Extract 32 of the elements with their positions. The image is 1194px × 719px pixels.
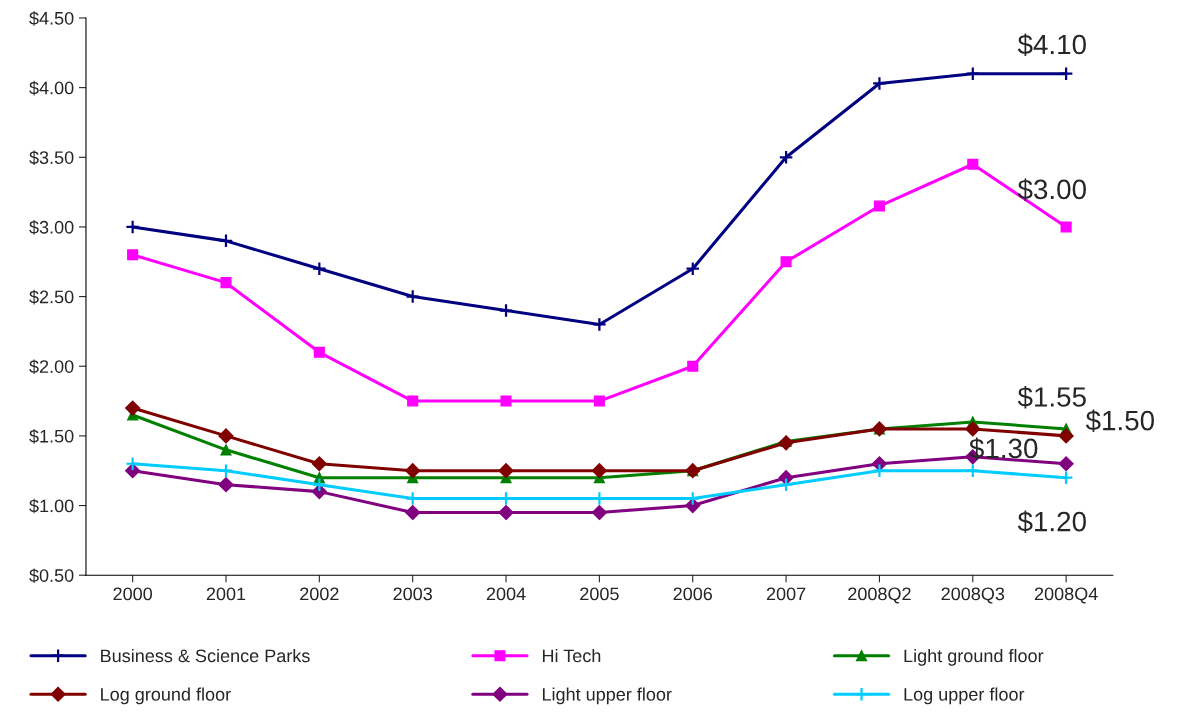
- x-tick-label: 2003: [393, 587, 432, 601]
- legend-label: Light ground floor: [904, 648, 1044, 666]
- y-tick-label: $3.50: [29, 150, 74, 166]
- x-tick-label: 2008Q4: [1034, 587, 1098, 604]
- x-tick-label: 2008Q3: [941, 587, 1005, 604]
- x-tick-label: 2002: [300, 587, 339, 601]
- annotation: $1.20: [1017, 510, 1086, 534]
- annotation: $1.30: [969, 437, 1038, 460]
- y-tick-label: $2.00: [29, 359, 74, 375]
- y-tick-label: $1.50: [29, 429, 74, 444]
- legend-label: Hi Tech: [542, 648, 601, 663]
- x-tick-label: 2000: [113, 587, 153, 601]
- y-tick-label: $1.00: [29, 498, 74, 514]
- legend-label: Log upper floor: [904, 687, 1025, 705]
- x-tick-label: 2005: [580, 587, 619, 601]
- y-tick-label: $4.50: [29, 11, 74, 26]
- legend-label: Log ground floor: [101, 687, 231, 705]
- y-tick-label: $2.50: [29, 289, 74, 305]
- x-tick-label: 2007: [766, 587, 806, 601]
- y-tick-label: $3.00: [29, 220, 74, 235]
- y-tick-label: $4.00: [29, 80, 74, 96]
- legend-label: Business & Science Parks: [101, 648, 310, 663]
- legend-label: Light upper floor: [542, 687, 672, 705]
- y-tick-label: $0.50: [29, 568, 74, 583]
- annotation: $3.00: [1017, 178, 1086, 201]
- annotation: $1.55: [1017, 385, 1086, 409]
- x-tick-label: 2004: [486, 587, 526, 601]
- x-tick-label: 2001: [206, 587, 246, 601]
- annotation: $4.10: [1017, 33, 1086, 56]
- x-tick-label: 2006: [673, 587, 713, 601]
- annotation: $1.50: [1085, 409, 1154, 433]
- x-tick-label: 2008Q2: [848, 587, 911, 604]
